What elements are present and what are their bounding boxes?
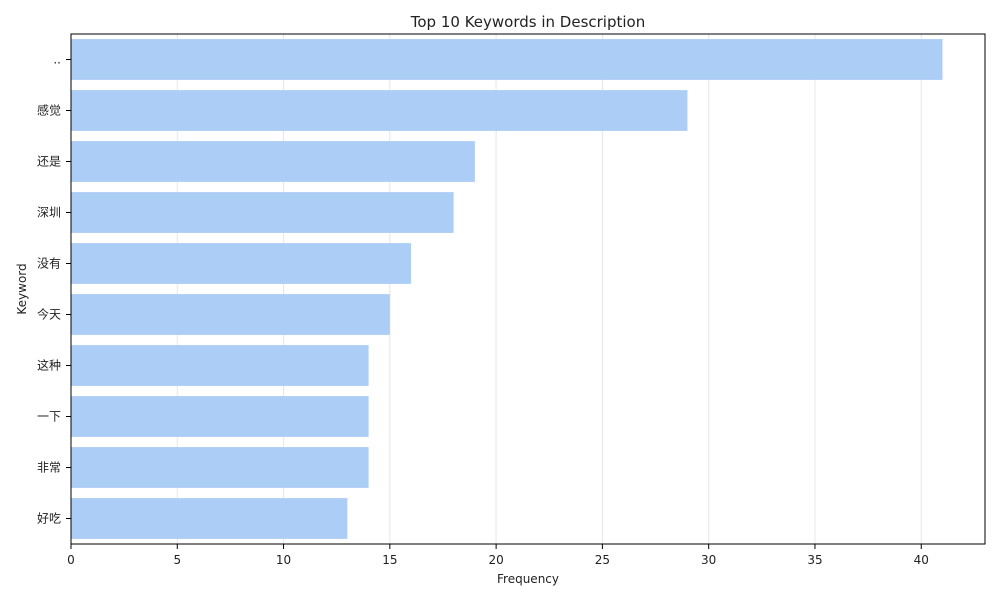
x-tick-label: 25 [595, 553, 610, 567]
bar [71, 294, 390, 335]
y-tick-label: 非常 [37, 461, 61, 475]
bar [71, 90, 688, 131]
y-axis-title: Keyword [15, 263, 29, 314]
x-tick-label: 10 [276, 553, 291, 567]
plot-frame [70, 33, 986, 545]
bar [71, 447, 369, 488]
x-tick-label: 5 [173, 553, 181, 567]
y-tick-label: .. [53, 53, 61, 67]
bar [71, 396, 369, 437]
y-tick-label: 今天 [37, 307, 61, 322]
bar [71, 243, 412, 284]
x-tick-label: 30 [701, 553, 716, 567]
y-tick-label: 没有 [37, 256, 61, 271]
bar [71, 39, 943, 80]
y-tick-label: 一下 [37, 410, 61, 424]
y-tick-label: 感觉 [37, 103, 61, 118]
bar [71, 498, 348, 539]
y-tick-label: 深圳 [37, 206, 61, 220]
y-tick-label: 还是 [37, 155, 61, 169]
x-tick-label: 20 [488, 553, 503, 567]
y-tick-label: 好吃 [37, 512, 61, 526]
bar [71, 192, 454, 233]
x-tick-label: 35 [807, 553, 822, 567]
bars [71, 39, 943, 539]
x-axis-ticks: 0 5 10 15 20 25 30 35 40 [67, 544, 929, 567]
x-tick-label: 0 [67, 553, 75, 567]
y-tick-label: 这种 [37, 358, 61, 373]
bar [71, 141, 475, 182]
bar [71, 345, 369, 386]
chart-title: Top 10 Keywords in Description [410, 13, 645, 31]
x-tick-label: 40 [914, 553, 929, 567]
x-axis-title: Frequency [497, 572, 559, 586]
x-tick-label: 15 [382, 553, 397, 567]
